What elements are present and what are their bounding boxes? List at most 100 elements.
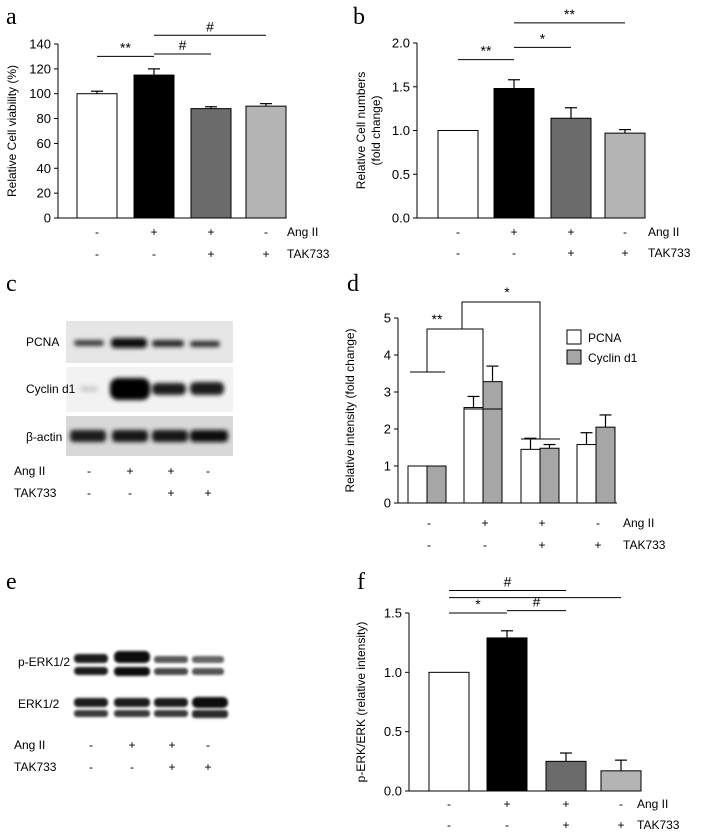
treatment-sign-a: - xyxy=(264,225,268,239)
band-actin-2 xyxy=(112,430,148,442)
treatment-sign-f: + xyxy=(562,797,569,811)
treatment-sign-b: - xyxy=(623,225,627,239)
significance-label-b: * xyxy=(540,30,546,46)
band-perk-lower-1 xyxy=(74,667,108,675)
treatment-sign-b: + xyxy=(621,246,628,260)
treatment-sign-e: - xyxy=(89,738,93,752)
band-perk-upper-3 xyxy=(154,656,188,663)
treatment-sign-b: - xyxy=(456,225,460,239)
chart-a: 0 20 40 60 80 100 120 140 Relative Cell viabilit… xyxy=(5,18,287,226)
significance-label-f: * xyxy=(475,596,481,612)
band-perk-lower-3 xyxy=(154,668,188,675)
western-blot-e xyxy=(74,651,228,718)
legend-swatch-d xyxy=(566,349,582,365)
band-label-actin: β-actin xyxy=(26,430,62,444)
bar-a-2 xyxy=(190,108,232,219)
band-pcna-4 xyxy=(190,341,220,347)
treatment-label-e: TAK733 xyxy=(14,760,57,774)
treatment-label-d: Ang II xyxy=(623,516,654,530)
treatment-sign-d: - xyxy=(427,538,431,552)
band-erk-upper-2 xyxy=(114,698,150,707)
treatment-sign-d: + xyxy=(538,516,545,530)
band-erk-lower-4 xyxy=(192,710,228,718)
y-tick-label-d: 3 xyxy=(384,385,391,400)
band-label-pcna: PCNA xyxy=(26,335,59,349)
chart-f: 0.0 0.5 1.0 1.5 p-ERK/ERK (relative intensit… xyxy=(354,573,642,799)
treatment-label-f: Ang II xyxy=(637,797,668,811)
treatment-sign-e: - xyxy=(130,760,134,774)
treatment-label-f: TAK733 xyxy=(637,818,680,832)
panel-label-b: b xyxy=(353,4,365,30)
y-axis-label-b: Relative Cell numbers xyxy=(354,72,368,189)
band-perk-lower-2 xyxy=(114,667,150,676)
treatment-sign-a: + xyxy=(207,247,214,261)
band-pcna-2 xyxy=(111,338,147,348)
y-tick-label-f: 0.0 xyxy=(384,784,402,799)
band-perk-upper-4 xyxy=(192,656,224,663)
treatment-sign-c: + xyxy=(167,464,174,478)
y-tick-label-d: 1 xyxy=(384,459,391,474)
band-cyclin-3 xyxy=(152,383,186,395)
treatment-sign-c: - xyxy=(206,464,210,478)
y-tick-label-a: 100 xyxy=(29,86,51,101)
treatment-sign-c: - xyxy=(87,464,91,478)
significance-label-a: # xyxy=(206,18,214,34)
y-axis-label-b-2: (fold change) xyxy=(369,95,383,165)
y-tick-label-a: 80 xyxy=(37,111,51,126)
band-erk-lower-1 xyxy=(74,710,108,717)
treatment-sign-a: + xyxy=(207,225,214,239)
y-tick-label-b: 0.0 xyxy=(392,211,410,226)
band-label-perk: p-ERK1/2 xyxy=(18,655,70,669)
y-tick-label-b: 1.0 xyxy=(392,123,410,138)
bar-b-0 xyxy=(437,130,479,219)
y-tick-label-a: 40 xyxy=(37,161,51,176)
bar-d-0-1 xyxy=(463,407,484,504)
bar-d-0-3 xyxy=(576,444,597,504)
bracket-d-1 xyxy=(410,328,502,410)
treatment-sign-f: + xyxy=(562,818,569,832)
band-erk-lower-3 xyxy=(154,710,188,717)
y-axis-label-f: p-ERK/ERK (relative intensity) xyxy=(354,622,368,783)
band-pcna-3 xyxy=(152,340,184,347)
significance-label-b: ** xyxy=(481,43,492,59)
bar-b-1 xyxy=(493,88,535,219)
band-label-erk: ERK1/2 xyxy=(18,697,60,711)
treatment-sign-c: + xyxy=(126,464,133,478)
treatment-sign-c: - xyxy=(87,486,91,500)
treatment-sign-e: + xyxy=(168,738,175,752)
treatment-sign-e: + xyxy=(168,760,175,774)
significance-label-f: # xyxy=(533,594,541,610)
bar-d-0-0 xyxy=(407,465,428,504)
significance-label-d: ** xyxy=(432,311,443,327)
panel-label-a: a xyxy=(6,4,17,30)
treatment-sign-a: - xyxy=(95,247,99,261)
treatment-sign-f: - xyxy=(505,818,509,832)
y-tick-label-a: 60 xyxy=(37,136,51,151)
treatment-sign-c: + xyxy=(167,486,174,500)
legend-label-d: PCNA xyxy=(588,331,621,345)
treatment-sign-d: + xyxy=(538,538,545,552)
treatment-sign-a: - xyxy=(152,247,156,261)
y-axis-label-d: Relative intensity (fold change) xyxy=(343,328,357,492)
treatment-sign-d: - xyxy=(427,516,431,530)
treatment-sign-e: - xyxy=(206,738,210,752)
treatment-sign-f: - xyxy=(447,818,451,832)
bar-f-1 xyxy=(486,637,528,792)
treatment-sign-f: - xyxy=(619,797,623,811)
bar-d-1-3 xyxy=(595,426,616,504)
chart-b: 0.0 0.5 1.0 1.5 2.0 Relative Cell numbers (fol… xyxy=(354,6,646,226)
treatment-sign-f: - xyxy=(447,797,451,811)
panel-label-f: f xyxy=(357,569,365,595)
panel-label-e: e xyxy=(6,569,17,595)
bar-a-1 xyxy=(133,74,175,219)
y-tick-label-f: 1.0 xyxy=(384,665,402,680)
y-tick-label-b: 0.5 xyxy=(392,167,410,182)
treatment-label-b: Ang II xyxy=(648,225,679,239)
band-erk-upper-4 xyxy=(192,697,228,708)
western-blot-c: PCNA Cyclin d1 β-actin xyxy=(26,321,233,456)
bar-f-3 xyxy=(600,770,642,792)
treatment-label-a: Ang II xyxy=(287,225,318,239)
treatment-label-b: TAK733 xyxy=(648,246,691,260)
